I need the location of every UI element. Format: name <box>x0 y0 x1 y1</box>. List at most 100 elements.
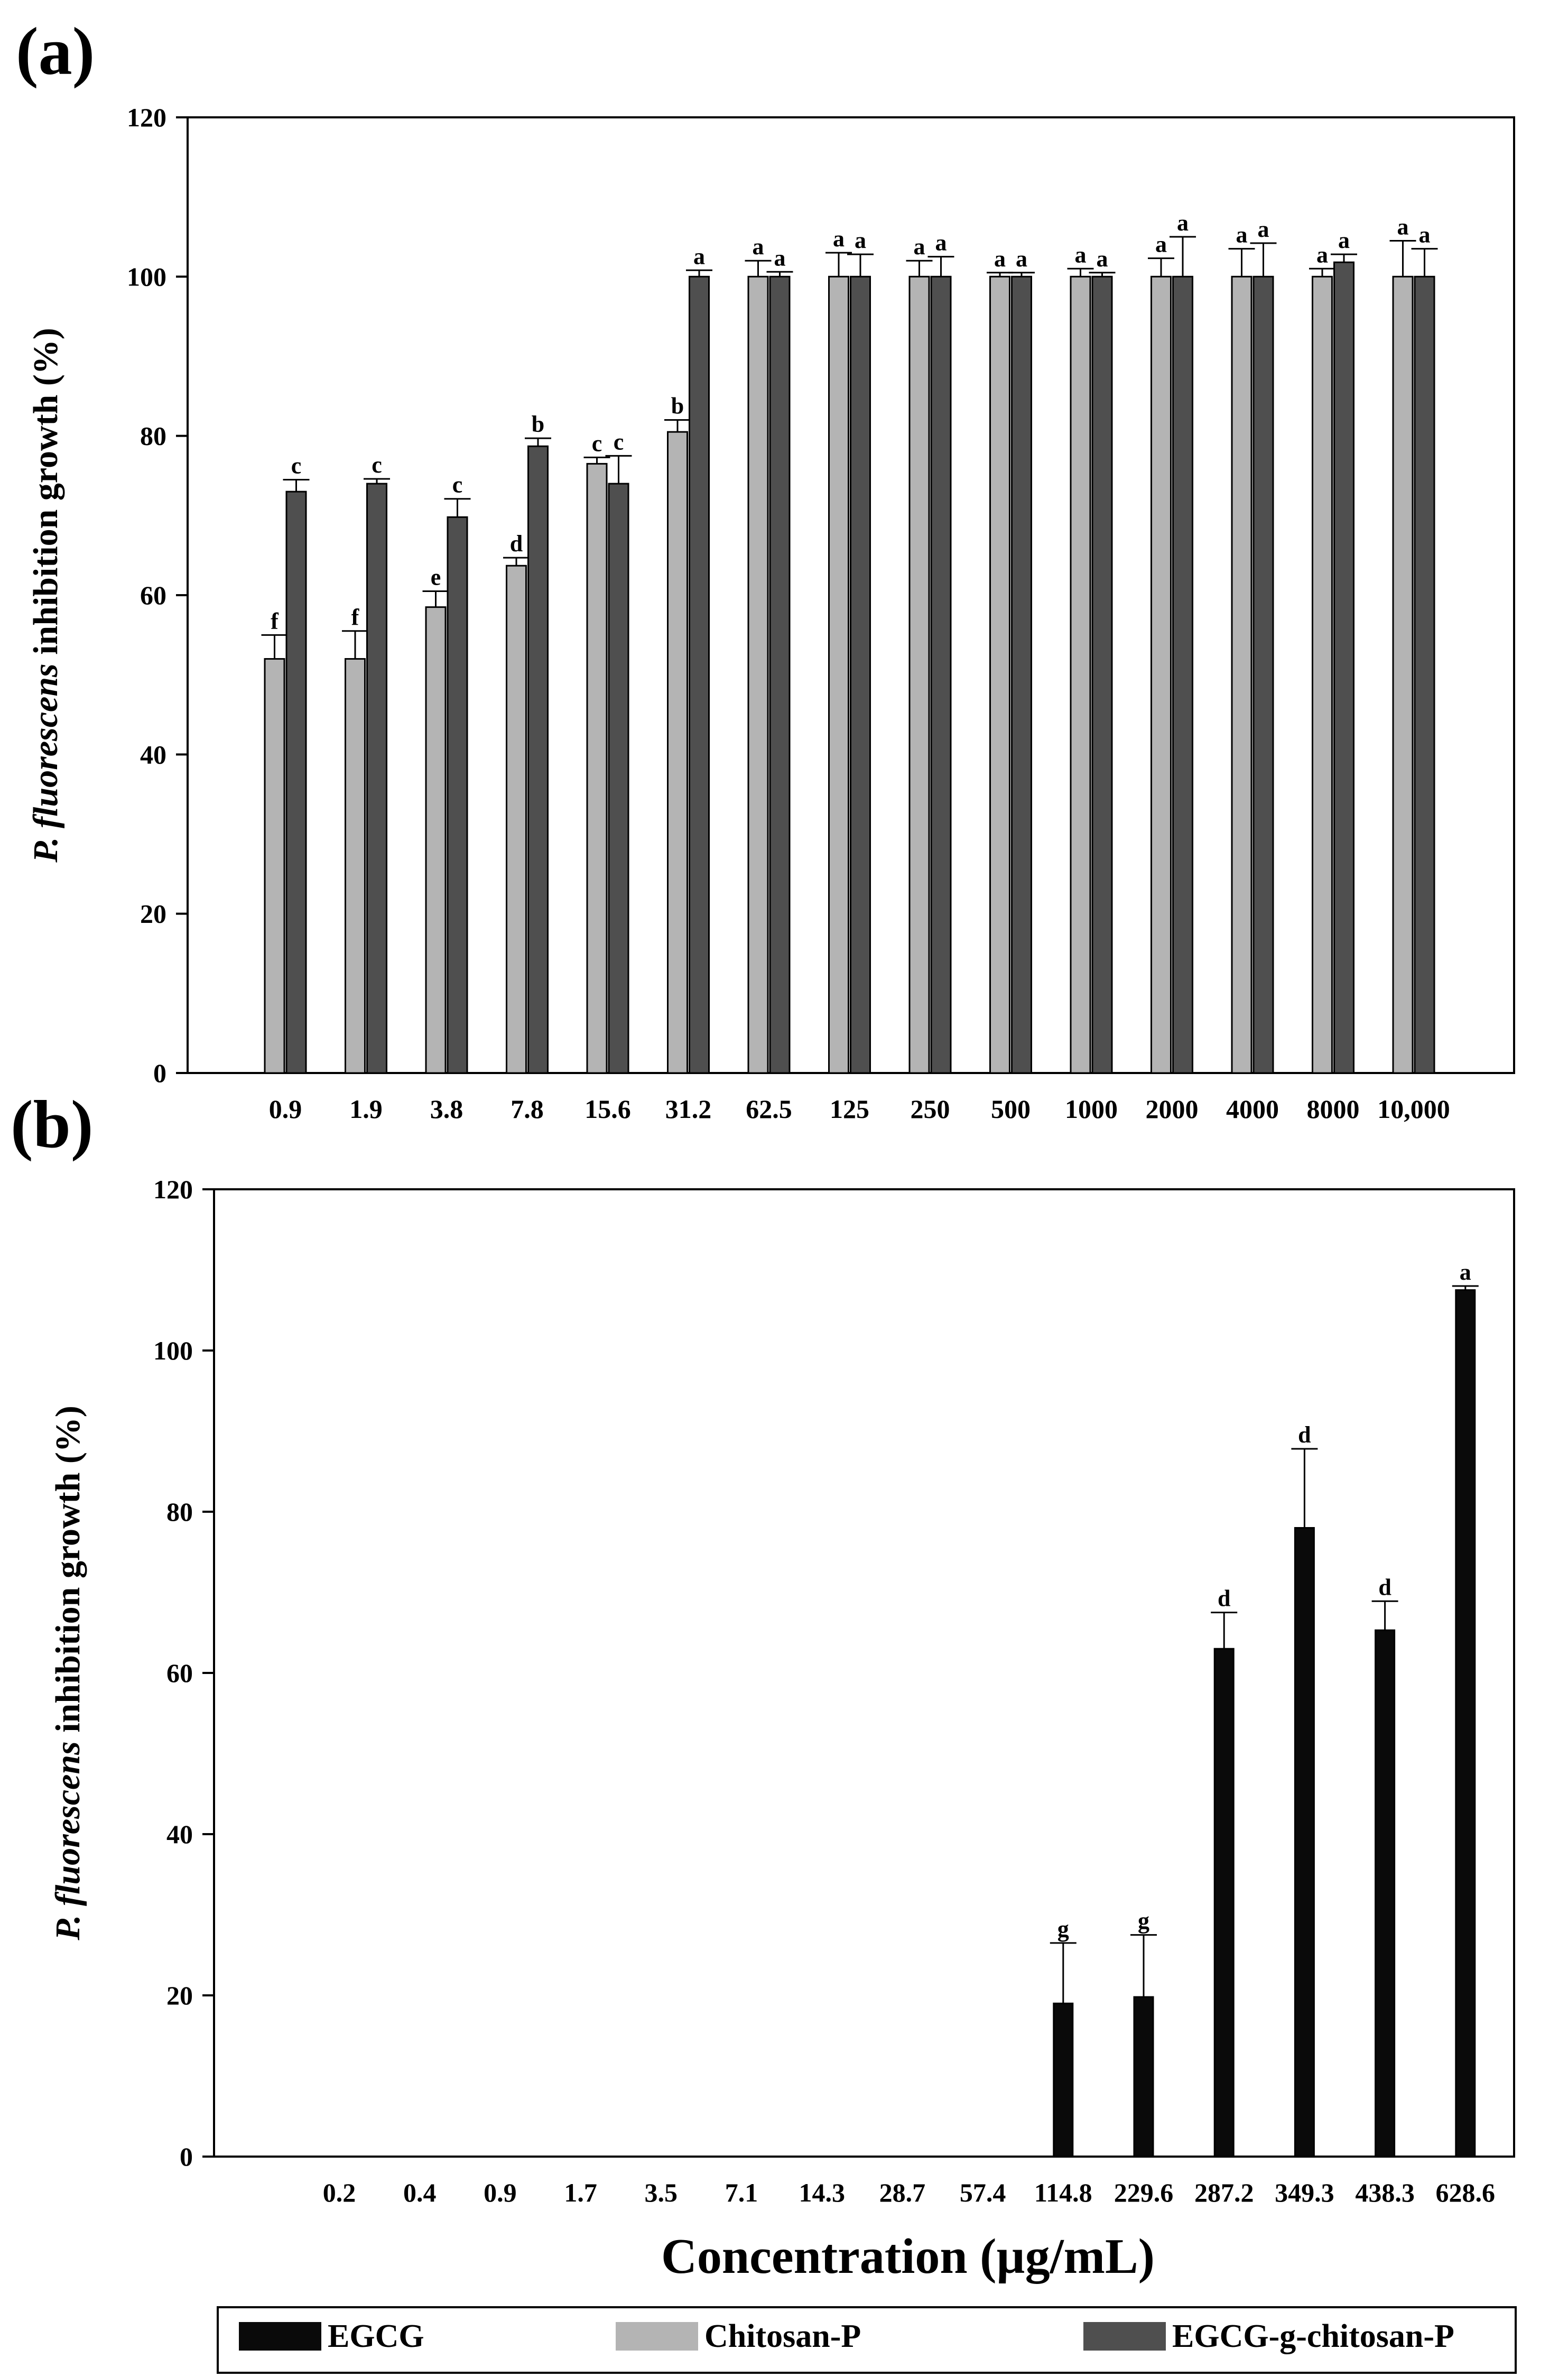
significance-letter: a <box>1155 232 1167 257</box>
y-axis-title-rest: inhibition growth (%) <box>49 1405 87 1741</box>
significance-letter: a <box>935 230 947 256</box>
x-tick-label: 7.1 <box>725 2178 758 2207</box>
legend-swatch <box>616 2322 698 2351</box>
bar <box>828 275 849 1074</box>
bar <box>264 658 285 1074</box>
x-tick-label: 287.2 <box>1194 2178 1254 2207</box>
bar <box>506 565 527 1074</box>
chart-panel-b: (b) 0 20 40 60 80 100 120 P. fluorescens inhibit… <box>11 1087 1515 2207</box>
x-tick-label: 10,000 <box>1377 1094 1450 1124</box>
legend-swatch <box>239 2322 321 2351</box>
significance-letter: a <box>1258 216 1269 242</box>
x-tick-label: 1.7 <box>564 2178 597 2207</box>
x-tick-label: 0.4 <box>403 2178 437 2207</box>
y-tick-label: 100 <box>153 1336 193 1365</box>
bar <box>1392 275 1414 1074</box>
significance-letter: a <box>1419 222 1431 248</box>
bar <box>1252 275 1274 1074</box>
legend-swatch <box>1083 2322 1166 2351</box>
bar <box>1133 1996 1154 2158</box>
x-tick-label: 0.9 <box>484 2178 517 2207</box>
significance-letter: b <box>532 411 544 437</box>
y-axis-title-italic: P. fluorescens <box>26 663 65 863</box>
bar <box>425 606 447 1074</box>
bar <box>1213 1648 1235 2158</box>
y-tick-label: 120 <box>127 103 166 132</box>
x-tick-label: 500 <box>991 1094 1031 1124</box>
y-tick-label: 80 <box>140 421 166 451</box>
x-tick-label: 1.9 <box>349 1094 383 1124</box>
bar <box>769 275 791 1074</box>
significance-letter: c <box>452 472 463 498</box>
bar <box>667 431 688 1074</box>
legend-label: Chitosan-P <box>704 2318 861 2354</box>
legend-label: EGCG <box>328 2318 424 2354</box>
significance-letter: a <box>1236 222 1248 248</box>
y-tick-label: 60 <box>166 1658 193 1688</box>
x-tick-label: 250 <box>911 1094 950 1124</box>
x-tick-label: 2000 <box>1146 1094 1199 1124</box>
y-tick-label: 80 <box>166 1497 193 1527</box>
bar <box>1070 275 1091 1074</box>
x-tick-label: 15.6 <box>584 1094 631 1124</box>
significance-letter: a <box>1075 242 1087 267</box>
significance-letter: a <box>1460 1259 1471 1285</box>
legend-frame <box>217 2306 1517 2374</box>
x-tick-label: 7.8 <box>511 1094 544 1124</box>
x-tick-label: 349.3 <box>1275 2178 1334 2207</box>
significance-letter: g <box>1057 1916 1069 1942</box>
x-tick-label: 57.4 <box>960 2178 1006 2207</box>
significance-letter: e <box>431 564 441 590</box>
significance-letter: c <box>291 453 302 479</box>
bar <box>1312 275 1333 1074</box>
x-tick-label: 62.5 <box>746 1094 792 1124</box>
bar <box>1231 275 1252 1074</box>
significance-letter: a <box>1177 210 1189 236</box>
significance-letter: d <box>1378 1574 1391 1600</box>
panel-label: (a) <box>16 14 95 89</box>
bar <box>1414 275 1435 1074</box>
x-tick-label: 3.5 <box>645 2178 678 2207</box>
bar <box>1172 275 1193 1074</box>
significance-letter: a <box>693 243 705 269</box>
y-axis-title-italic: P. fluorescens <box>49 1741 87 1940</box>
x-tick-label: 438.3 <box>1355 2178 1415 2207</box>
x-tick-label: 0.9 <box>269 1094 302 1124</box>
bar <box>930 275 952 1074</box>
significance-letter: a <box>994 246 1006 272</box>
y-tick-label: 120 <box>153 1174 193 1204</box>
bar <box>1333 261 1354 1074</box>
x-tick-label: 628.6 <box>1436 2178 1496 2207</box>
x-tick-label: 3.8 <box>430 1094 463 1124</box>
x-tick-label: 0.2 <box>323 2178 356 2207</box>
bar <box>989 275 1010 1074</box>
bar <box>1091 275 1113 1074</box>
y-axis-title: P. fluorescens inhibition growth (%) <box>26 328 65 863</box>
bar <box>527 445 549 1074</box>
bar <box>1011 275 1032 1074</box>
significance-letter: a <box>1097 246 1108 272</box>
significance-letter: a <box>1316 242 1328 267</box>
significance-letter: a <box>833 226 845 252</box>
significance-letter: a <box>914 234 925 260</box>
y-tick-label: 20 <box>166 1981 193 2010</box>
y-tick-label: 20 <box>140 899 166 929</box>
bar <box>1375 1629 1396 2158</box>
significance-letter: d <box>1218 1586 1230 1612</box>
y-tick-label: 0 <box>180 2142 193 2171</box>
x-tick-label: 229.6 <box>1114 2178 1174 2207</box>
significance-letter: f <box>351 604 360 630</box>
significance-letter: d <box>1298 1422 1311 1448</box>
bar <box>285 491 307 1074</box>
bar <box>586 463 608 1074</box>
legend: EGCG Chitosan-P EGCG-g-chitosan-P <box>217 2306 1517 2374</box>
x-tick-label: 1000 <box>1065 1094 1118 1124</box>
y-tick-label: 0 <box>153 1058 166 1088</box>
x-tick-label: 31.2 <box>665 1094 712 1124</box>
y-tick-label: 100 <box>127 262 166 291</box>
y-tick-label: 40 <box>166 1819 193 1849</box>
significance-letter: g <box>1138 1908 1149 1934</box>
significance-letter: a <box>855 227 866 253</box>
bar <box>1294 1527 1315 2158</box>
